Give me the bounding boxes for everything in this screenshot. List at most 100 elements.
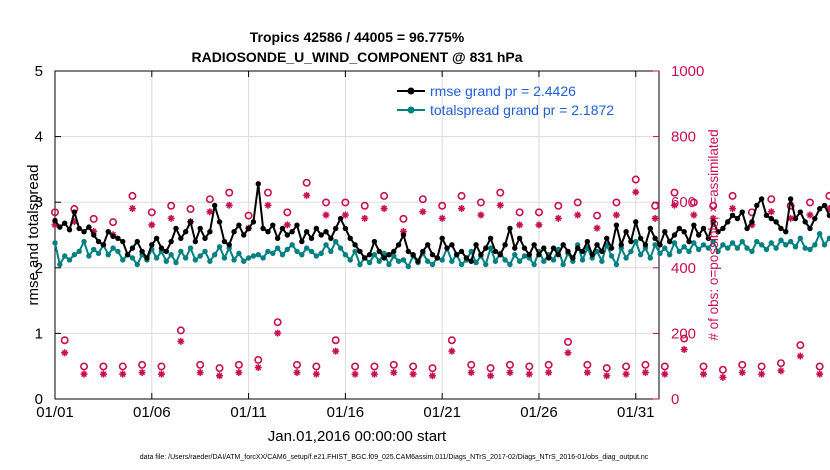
- rmse-point: [768, 215, 774, 222]
- x-tick-label: 01/26: [520, 404, 558, 421]
- obs-assimilated-point: [332, 347, 340, 355]
- obs-possible-point: [389, 360, 398, 369]
- obs-assimilated-point: [322, 211, 330, 219]
- rmse-point: [594, 242, 600, 248]
- obs-possible-point: [709, 201, 718, 210]
- totalspread-point: [773, 245, 779, 251]
- totalspread-point: [342, 251, 349, 258]
- obs-assimilated-point: [429, 372, 436, 380]
- totalspread-point: [729, 240, 736, 246]
- obs-possible-point: [689, 198, 698, 207]
- y-tick-label: 4: [35, 129, 43, 146]
- rmse-point: [715, 229, 721, 235]
- rmse-point: [381, 255, 387, 261]
- obs-possible-point: [515, 208, 524, 217]
- x-axis-ticks: 01/01 01/06 01/11 01/16 01/21 01/26 01/31: [36, 71, 655, 421]
- rmse-point: [424, 242, 431, 248]
- rmse-point: [294, 222, 300, 228]
- obs-assimilated-point: [274, 329, 282, 337]
- totalspread-point: [550, 257, 557, 263]
- obs-possible-point: [631, 175, 640, 184]
- obs-possible-point: [176, 326, 185, 335]
- rmse-point: [71, 209, 78, 215]
- rmse-point: [473, 242, 479, 248]
- totalspread-point: [623, 255, 629, 261]
- y-axis-ticks: 0 1 2 3 4 5: [35, 63, 61, 408]
- rmse-point: [671, 232, 678, 238]
- rmse-point: [61, 220, 68, 226]
- totalspread-point: [284, 246, 291, 253]
- rmse-point: [197, 225, 203, 232]
- obs-assimilated-point: [225, 201, 233, 209]
- rmse-point: [536, 251, 542, 258]
- totalspread-point: [792, 244, 799, 250]
- rmse-point: [337, 215, 344, 222]
- rmse-point: [265, 229, 271, 235]
- right-y-axis-label: # of obs: o=possible; ×=assimilated: [706, 129, 721, 340]
- obs-possible-point: [622, 362, 631, 371]
- totalspread-point: [294, 248, 300, 255]
- totalspread-point: [613, 261, 620, 268]
- rmse-point: [666, 238, 673, 245]
- obs-possible-point: [234, 360, 243, 369]
- obs-assimilated-point: [380, 204, 388, 212]
- obs-possible-point: [738, 360, 747, 369]
- obs-assimilated-point: [603, 372, 611, 380]
- rmse-point: [386, 251, 392, 258]
- totalspread-point: [207, 258, 213, 264]
- totalspread-point: [734, 245, 741, 251]
- totalspread-point: [439, 257, 445, 263]
- totalspread-point: [521, 253, 528, 259]
- obs-assimilated-point: [283, 221, 291, 229]
- totalspread-point: [821, 242, 828, 248]
- obs-possible-point: [225, 188, 234, 197]
- rmse-point: [139, 248, 145, 255]
- totalspread-point: [637, 251, 644, 258]
- obs-assimilated-point: [641, 368, 649, 376]
- obs-possible-point: [505, 360, 514, 369]
- rmse-point: [81, 229, 87, 235]
- y-axis-label: rmse and totalspread: [25, 165, 42, 306]
- totalspread-point: [308, 248, 315, 255]
- obs-assimilated-point: [312, 370, 320, 378]
- rmse-point: [521, 245, 528, 251]
- totalspread-point: [560, 261, 566, 268]
- totalspread-point: [633, 238, 639, 245]
- totalspread-point: [270, 250, 276, 257]
- obs-possible-point: [815, 362, 824, 371]
- obs-possible-point: [496, 188, 505, 197]
- totalspread-point: [279, 251, 286, 258]
- rmse-point: [168, 238, 174, 245]
- rmse-point: [681, 229, 687, 235]
- obs-assimilated-point: [128, 204, 136, 212]
- totalspread-point: [76, 248, 82, 255]
- totalspread-point: [357, 261, 363, 268]
- rmse-point: [323, 229, 329, 235]
- obs-assimilated-point: [438, 214, 446, 222]
- obs-assimilated-point: [700, 370, 708, 378]
- rmse-point: [395, 242, 402, 248]
- obs-assimilated-point: [216, 372, 224, 380]
- rmse-point: [725, 219, 731, 225]
- obs-possible-point: [476, 198, 485, 207]
- obs-possible-point: [196, 360, 205, 369]
- totalspread-point: [681, 244, 687, 250]
- rmse-point: [66, 227, 73, 233]
- totalspread-point: [400, 257, 407, 263]
- obs-possible-point: [467, 360, 476, 369]
- obs-assimilated-point: [690, 211, 698, 219]
- rmse-point: [144, 255, 150, 261]
- obs-possible-point: [757, 362, 766, 371]
- rmse-point: [279, 225, 286, 232]
- rmse-point: [773, 219, 779, 225]
- totalspread-point: [318, 250, 324, 257]
- obs-possible-point: [534, 208, 543, 217]
- totalspread-point: [516, 258, 523, 264]
- totalspread-point: [628, 248, 634, 255]
- totalspread-point: [749, 248, 755, 255]
- rmse-point: [478, 251, 484, 258]
- totalspread-point: [202, 248, 208, 255]
- rmse-point: [584, 238, 591, 245]
- totalspread-point: [758, 242, 765, 248]
- rmse-point: [347, 235, 353, 241]
